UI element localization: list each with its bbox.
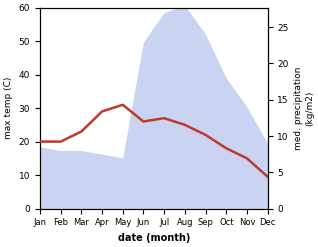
Y-axis label: med. precipitation
(kg/m2): med. precipitation (kg/m2) — [294, 66, 314, 150]
X-axis label: date (month): date (month) — [118, 233, 190, 243]
Y-axis label: max temp (C): max temp (C) — [4, 77, 13, 139]
